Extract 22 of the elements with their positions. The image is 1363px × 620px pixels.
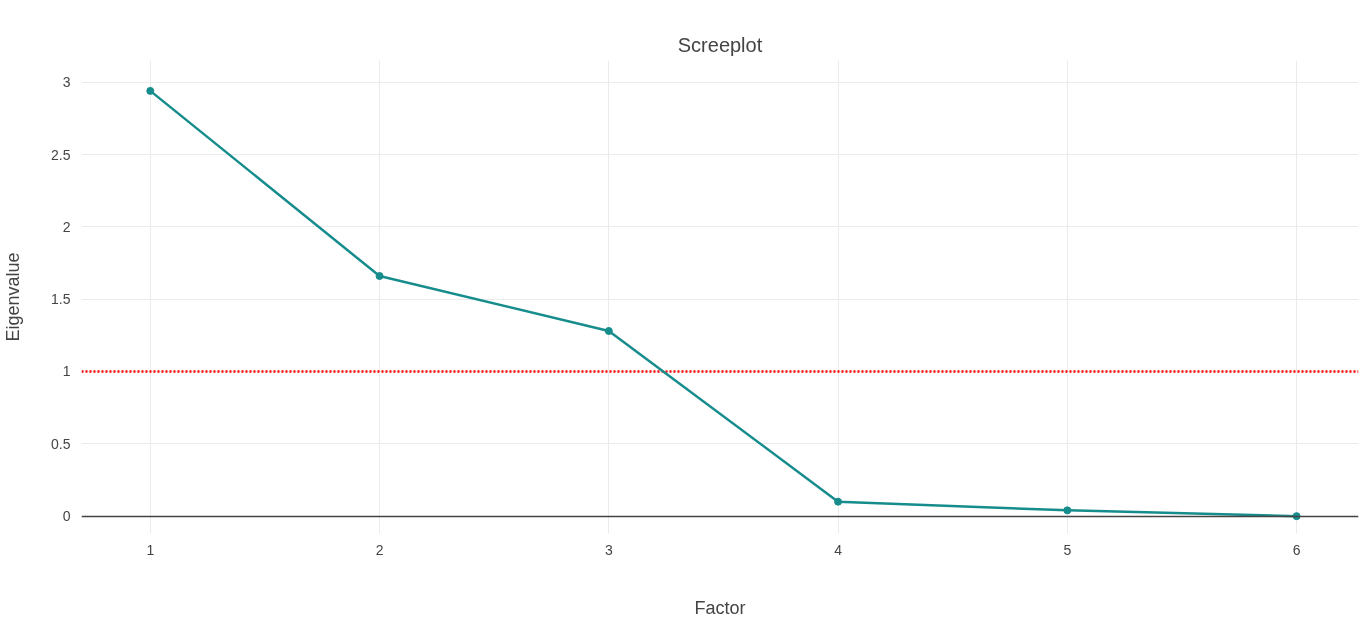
x-axis-title: Factor bbox=[694, 597, 746, 618]
point bbox=[375, 272, 384, 281]
x-tick-label: 1 bbox=[146, 541, 155, 558]
point bbox=[834, 497, 843, 506]
x-tick-label: 3 bbox=[604, 541, 613, 558]
x-tick-label: 4 bbox=[834, 541, 843, 558]
point bbox=[604, 327, 613, 335]
chart-title: Screeplot bbox=[677, 33, 763, 56]
y-tick-label: 2 bbox=[62, 218, 71, 235]
y-tick-label: 3 bbox=[62, 74, 71, 91]
y-tick-label: 0 bbox=[62, 508, 71, 525]
y-tick-label: 1.5 bbox=[51, 291, 71, 308]
point bbox=[1292, 512, 1301, 521]
y-tick-label: 0.5 bbox=[51, 435, 71, 452]
point bbox=[146, 86, 155, 95]
x-tick-label: 2 bbox=[375, 541, 384, 558]
y-tick-label: 1 bbox=[62, 363, 71, 380]
point bbox=[1063, 506, 1072, 515]
y-axis-title: Eigenvalue bbox=[3, 252, 24, 342]
x-tick-label: 5 bbox=[1063, 541, 1072, 558]
x-tick-label: 6 bbox=[1292, 541, 1301, 558]
y-tick-label: 2.5 bbox=[51, 146, 71, 163]
